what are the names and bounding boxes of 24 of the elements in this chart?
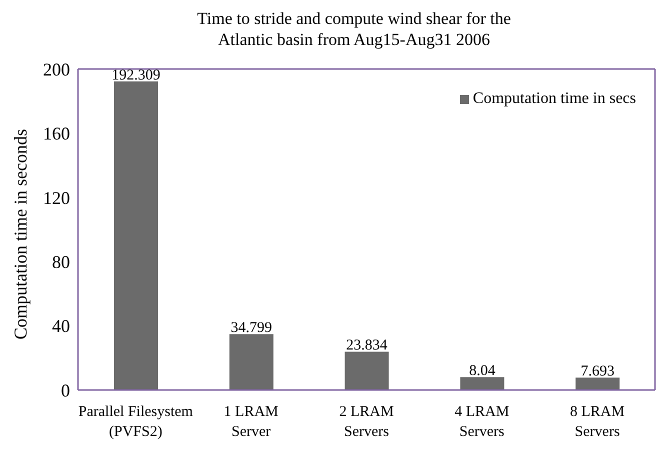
y-tick-label: 120 — [43, 188, 70, 208]
y-axis-title: Computation time in seconds — [10, 129, 30, 340]
x-tick-label: 1 LRAM Server — [224, 404, 278, 440]
x-tick-label: 4 LRAM Servers — [454, 404, 510, 440]
x-tick-label: Parallel Filesystem (PVFS2) — [78, 404, 194, 440]
data-label: 23.834 — [346, 338, 388, 354]
data-label: 34.799 — [230, 320, 272, 336]
data-label: 7.693 — [580, 364, 614, 380]
y-tick-label: 200 — [43, 59, 70, 80]
y-tick-label: 160 — [43, 124, 70, 144]
y-tick-label: 40 — [52, 316, 70, 336]
x-tick-label: 2 LRAM Servers — [339, 404, 394, 440]
bar — [460, 377, 504, 390]
data-label: 192.309 — [112, 67, 160, 84]
bar — [576, 378, 620, 390]
x-tick-label: 8 LRAM Servers — [570, 404, 625, 440]
y-tick-label: 0 — [61, 380, 70, 400]
chart-title: Time to stride and compute wind shear for the Atlantic basin from Aug15-Aug31 2006 — [196, 8, 512, 50]
legend-label: Computation time in secs — [472, 90, 636, 107]
data-label: 8.04 — [469, 363, 496, 380]
y-tick-label: 80 — [52, 252, 70, 272]
bar — [229, 334, 274, 390]
bar — [344, 352, 389, 390]
bar — [114, 81, 158, 390]
